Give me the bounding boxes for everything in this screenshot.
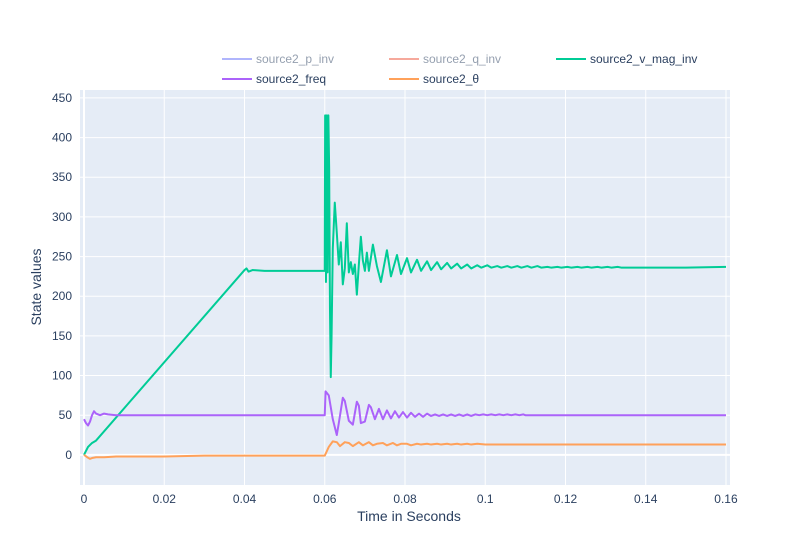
series-line bbox=[83, 440, 726, 460]
x-tick-label: 0.14 bbox=[634, 492, 658, 506]
y-tick-label: 100 bbox=[52, 369, 72, 383]
x-tick-label: 0.1 bbox=[477, 492, 494, 506]
x-axis-title: Time in Seconds bbox=[357, 508, 461, 524]
x-tick-label: 0.08 bbox=[393, 492, 417, 506]
legend-item[interactable]: source2_v_mag_inv bbox=[556, 52, 697, 66]
legend-label: source2_freq bbox=[256, 72, 326, 86]
legend-label: source2_q_inv bbox=[423, 52, 501, 66]
x-tick-label: 0.16 bbox=[714, 492, 738, 506]
legend-item[interactable]: source2_q_inv bbox=[389, 52, 501, 66]
x-tick-label: 0.02 bbox=[153, 492, 177, 506]
y-tick-label: 300 bbox=[52, 210, 72, 224]
x-tick-label: 0.06 bbox=[313, 492, 337, 506]
y-tick-label: 250 bbox=[52, 250, 72, 264]
legend-box bbox=[216, 46, 722, 92]
y-axis-ticks: 0 50 100 150 200 250 300 350 400 450 bbox=[52, 91, 72, 462]
x-tick-label: 0.12 bbox=[554, 492, 578, 506]
legend[interactable]: source2_p_inv source2_q_inv source2_v_mag_… bbox=[222, 52, 697, 86]
y-tick-label: 50 bbox=[59, 408, 73, 422]
legend-item[interactable]: source2_θ bbox=[389, 72, 479, 86]
series-line bbox=[83, 114, 727, 456]
y-tick-label: 450 bbox=[52, 91, 72, 105]
legend-item[interactable]: source2_freq bbox=[222, 72, 326, 86]
series-line bbox=[83, 390, 726, 437]
series-layer bbox=[83, 114, 727, 460]
y-tick-label: 350 bbox=[52, 170, 72, 184]
y-tick-label: 0 bbox=[65, 448, 72, 462]
x-tick-label: 0.04 bbox=[233, 492, 257, 506]
legend-label: source2_p_inv bbox=[256, 52, 334, 66]
x-tick-label: 0 bbox=[81, 492, 88, 506]
legend-item[interactable]: source2_p_inv bbox=[222, 52, 334, 66]
x-axis-ticks: 0 0.02 0.04 0.06 0.08 0.1 0.12 0.14 0.16 bbox=[81, 492, 738, 506]
legend-label: source2_θ bbox=[423, 72, 479, 86]
legend-label: source2_v_mag_inv bbox=[590, 52, 697, 66]
y-tick-label: 200 bbox=[52, 289, 72, 303]
y-axis-title: State values bbox=[28, 248, 44, 325]
y-tick-label: 400 bbox=[52, 131, 72, 145]
y-tick-label: 150 bbox=[52, 329, 72, 343]
